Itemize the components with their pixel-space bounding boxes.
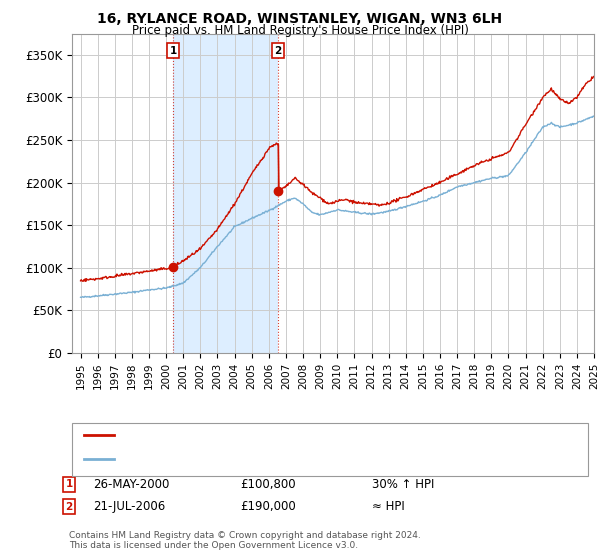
Text: ≈ HPI: ≈ HPI xyxy=(372,500,405,514)
Text: 2: 2 xyxy=(275,45,282,55)
Text: 21-JUL-2006: 21-JUL-2006 xyxy=(93,500,165,514)
Text: 26-MAY-2000: 26-MAY-2000 xyxy=(93,478,169,491)
Text: 1: 1 xyxy=(169,45,176,55)
Text: Contains HM Land Registry data © Crown copyright and database right 2024.
This d: Contains HM Land Registry data © Crown c… xyxy=(69,531,421,550)
Text: 16, RYLANCE ROAD, WINSTANLEY, WIGAN, WN3 6LH: 16, RYLANCE ROAD, WINSTANLEY, WIGAN, WN3… xyxy=(97,12,503,26)
Text: 30% ↑ HPI: 30% ↑ HPI xyxy=(372,478,434,491)
Text: HPI: Average price, detached house, Wigan: HPI: Average price, detached house, Wiga… xyxy=(120,454,356,464)
Bar xyxy=(173,34,278,353)
Text: 1: 1 xyxy=(65,479,73,489)
Text: 16, RYLANCE ROAD, WINSTANLEY, WIGAN, WN3 6LH (detached house): 16, RYLANCE ROAD, WINSTANLEY, WIGAN, WN3… xyxy=(120,430,505,440)
Text: Price paid vs. HM Land Registry's House Price Index (HPI): Price paid vs. HM Land Registry's House … xyxy=(131,24,469,36)
Text: £190,000: £190,000 xyxy=(240,500,296,514)
Text: 2: 2 xyxy=(65,502,73,512)
Text: £100,800: £100,800 xyxy=(240,478,296,491)
